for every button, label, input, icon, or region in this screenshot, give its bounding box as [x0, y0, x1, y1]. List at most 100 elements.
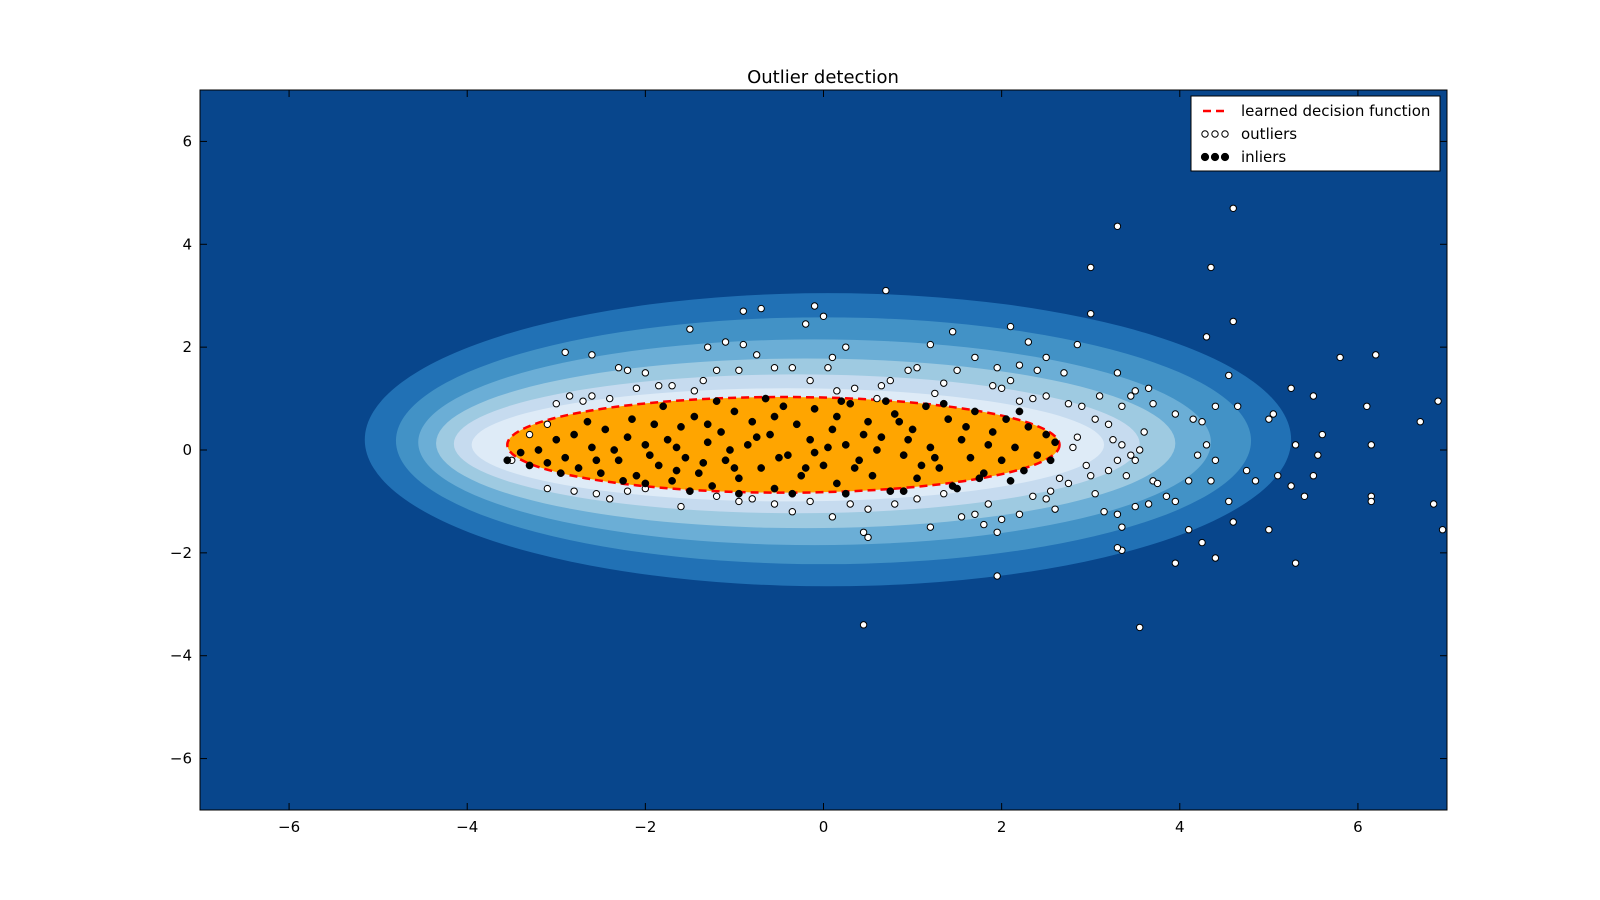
outlier-point [770, 500, 779, 508]
inlier-point [841, 441, 850, 449]
inlier-point [855, 456, 863, 465]
inlier-point [837, 397, 846, 405]
outlier-point [1104, 420, 1113, 428]
outlier-point [828, 353, 837, 362]
inlier-point [859, 430, 868, 439]
inlier-point [1011, 443, 1019, 452]
inlier-point [623, 433, 632, 441]
inlier-point [899, 487, 908, 495]
outlier-point [806, 376, 814, 385]
inlier-point [601, 425, 610, 434]
outlier-point [1291, 441, 1300, 449]
outlier-point [1015, 361, 1024, 369]
inlier-point [632, 471, 641, 480]
outlier-point [828, 513, 837, 521]
outlier-point [1127, 392, 1135, 400]
inlier-point [516, 448, 525, 457]
inlier-point [810, 405, 819, 413]
inlier-point [761, 394, 770, 403]
y-tick-label: 2 [182, 338, 192, 356]
outlier-point [1438, 526, 1447, 534]
outlier-point [904, 366, 912, 374]
outlier-point [712, 366, 721, 374]
outlier-point [1193, 451, 1202, 459]
outlier-point [1015, 510, 1024, 518]
outlier-point [886, 376, 895, 385]
inlier-point [824, 443, 832, 452]
inlier-point [957, 435, 966, 444]
outlier-point [1367, 441, 1375, 449]
outlier-point [1055, 474, 1064, 482]
inlier-point [975, 474, 984, 483]
legend-swatch-inliers [1210, 152, 1220, 162]
outlier-point [859, 621, 868, 629]
outlier-point [1318, 430, 1327, 439]
outlier-point [1416, 418, 1424, 426]
outlier-point [614, 364, 623, 372]
outlier-point [1309, 472, 1318, 480]
outlier-point [1171, 559, 1180, 567]
inlier-point [619, 477, 627, 485]
x-tick-label: −4 [456, 818, 478, 836]
outlier-point [686, 325, 694, 333]
outlier-point [997, 515, 1006, 524]
outlier-point [1091, 490, 1099, 498]
outlier-point [712, 492, 721, 500]
outlier-point [1149, 400, 1157, 408]
inlier-point [846, 399, 855, 408]
inlier-point [708, 482, 717, 490]
outlier-point [819, 312, 828, 320]
decision-boundary-line [506, 395, 1061, 494]
outlier-point [1211, 554, 1220, 562]
outlier-point [1309, 392, 1318, 400]
outlier-point [989, 382, 997, 390]
inlier-point [775, 453, 783, 462]
outlier-point [810, 302, 819, 310]
outlier-point [552, 400, 560, 408]
inlier-point [677, 423, 685, 431]
inlier-point [752, 433, 761, 441]
outlier-point [788, 364, 797, 372]
outlier-point [1006, 376, 1015, 385]
inlier-point [766, 430, 774, 439]
outlier-point [757, 304, 765, 313]
inlier-point [730, 464, 739, 472]
inlier-point [561, 453, 570, 462]
outlier-point [752, 351, 761, 359]
outlier-point [1202, 441, 1211, 449]
inlier-point [552, 435, 561, 444]
inlier-point [864, 417, 872, 426]
outlier-point [570, 487, 578, 495]
outlier-point [1429, 500, 1438, 508]
inlier-point [712, 397, 721, 405]
outlier-point [579, 397, 587, 405]
inlier-point [703, 438, 712, 447]
outlier-point [690, 387, 699, 395]
outlier-point [748, 495, 756, 503]
outlier-point [971, 510, 979, 518]
outlier-point [873, 394, 881, 403]
inlier-point [681, 453, 690, 462]
legend-swatch-inliers [1220, 152, 1230, 162]
outlier-point [940, 490, 948, 498]
inlier-point [690, 412, 699, 421]
inlier-point [668, 477, 676, 485]
outlier-point [1073, 433, 1082, 441]
outlier-point [606, 394, 614, 403]
inlier-point [570, 430, 578, 439]
outlier-point [1153, 479, 1162, 488]
inlier-point [841, 489, 850, 498]
inlier-point [770, 412, 779, 421]
outlier-point [1140, 428, 1148, 436]
outlier-point [1006, 322, 1015, 331]
x-tick-label: 0 [819, 818, 829, 836]
outlier-point [1113, 510, 1122, 518]
outlier-point [1367, 497, 1375, 506]
inlier-point [779, 402, 788, 411]
outlier-point [739, 340, 748, 349]
outlier-point [926, 523, 935, 531]
outlier-point [1131, 387, 1139, 395]
outlier-point [913, 364, 921, 372]
